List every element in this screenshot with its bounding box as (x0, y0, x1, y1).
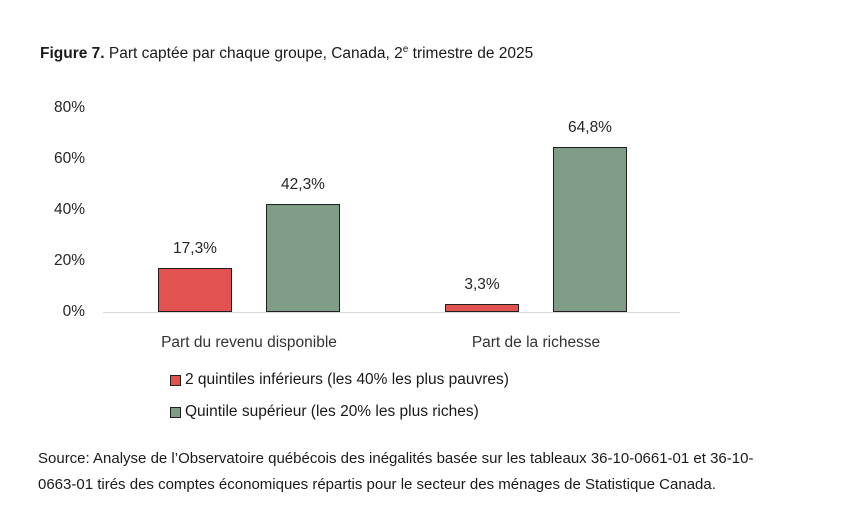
y-axis-tick-label: 0% (62, 303, 85, 320)
x-axis-baseline (103, 312, 680, 313)
source-note: Source: Analyse de l’Observatoire québéc… (38, 446, 838, 498)
y-axis-tick-label: 40% (53, 201, 85, 218)
figure-number: Figure 7. (40, 45, 105, 62)
legend-swatch-red-icon (170, 374, 181, 386)
legend-label: Quintile supérieur (les 20% les plus ric… (185, 403, 479, 420)
figure-title: Figure 7. Part captée par chaque groupe,… (40, 44, 533, 64)
y-axis-tick-label: 20% (53, 252, 85, 269)
bar-chart-plot-area: Part du revenu disponible Part de la ric… (0, 90, 851, 362)
source-line-2: 0663-01 tirés des comptes économiques ré… (38, 476, 716, 493)
category-label-richesse: Part de la richesse (471, 334, 601, 351)
figure-title-text: Part captée par chaque groupe, Canada, 2 (104, 45, 403, 62)
legend-item-quintile-superieur: Quintile supérieur (les 20% les plus ric… (170, 402, 509, 422)
source-line-1: Source: Analyse de l’Observatoire québéc… (38, 450, 754, 467)
bar (445, 303, 519, 312)
legend-label: 2 quintiles inférieurs (les 40% les plus… (185, 371, 509, 388)
bar-value-label: 64,8% (568, 118, 612, 136)
bar (266, 204, 340, 312)
category-label-revenu: Part du revenu disponible (161, 334, 337, 351)
figure-title-superscript: e (402, 43, 409, 55)
y-axis-tick-label: 80% (53, 99, 85, 116)
legend-item-quintiles-inferieurs: 2 quintiles inférieurs (les 40% les plus… (170, 370, 509, 390)
legend-swatch-green-icon (170, 406, 181, 418)
y-axis-tick-label: 60% (53, 150, 85, 167)
bar-value-label: 17,3% (173, 239, 217, 257)
chart-legend: 2 quintiles inférieurs (les 40% les plus… (170, 370, 509, 434)
bar (553, 146, 627, 312)
bar (158, 267, 232, 312)
bar-value-label: 3,3% (464, 275, 500, 293)
bar-value-label: 42,3% (281, 176, 325, 194)
figure-title-text-end: trimestre de 2025 (408, 45, 534, 62)
